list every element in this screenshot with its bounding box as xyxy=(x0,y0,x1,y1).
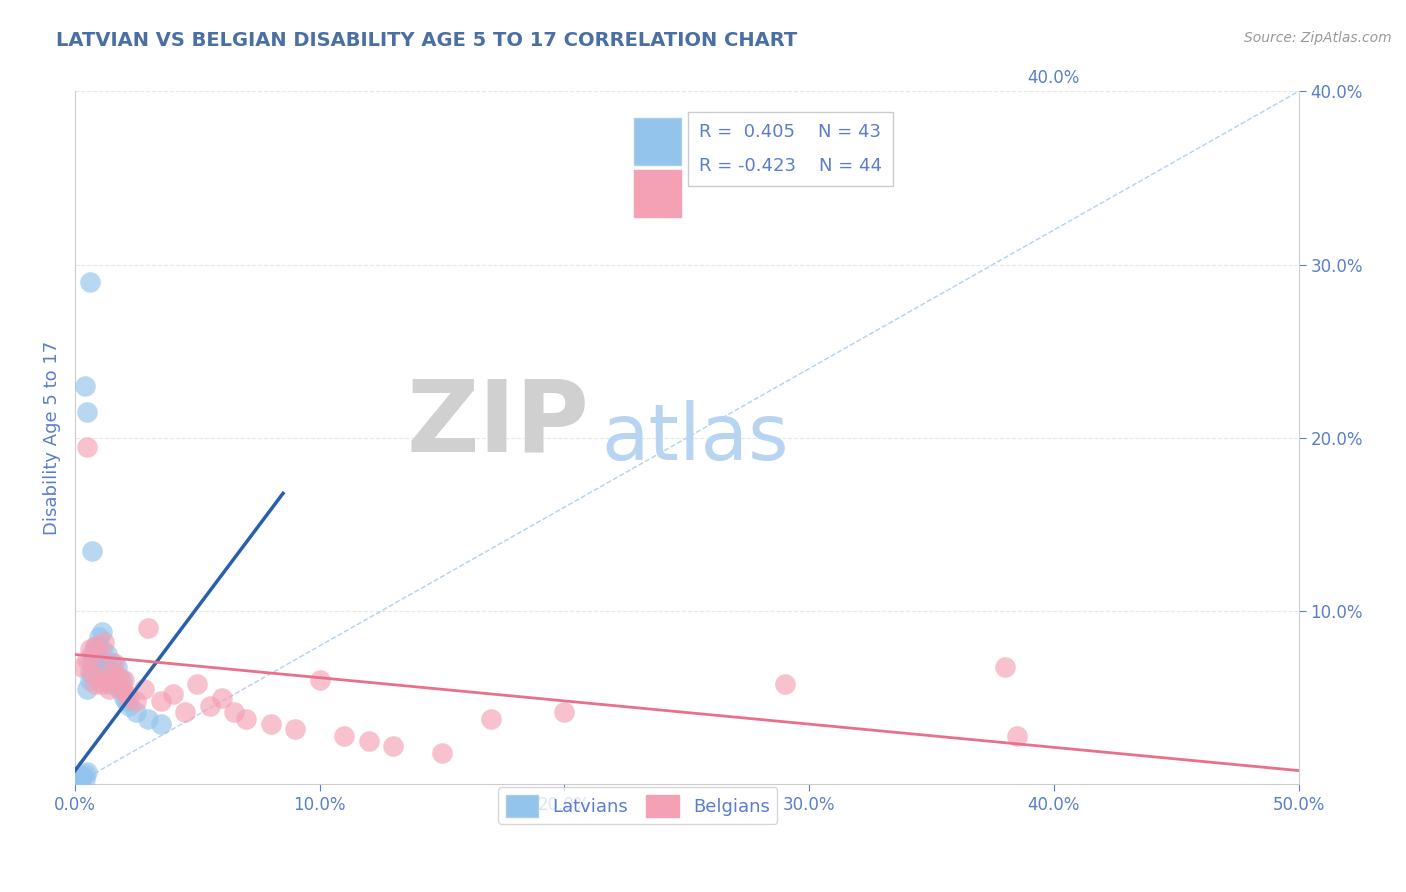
Point xyxy=(105,677,128,691)
Point xyxy=(66,774,89,789)
Point xyxy=(96,673,118,688)
Point xyxy=(118,690,141,705)
Text: R =  0.405    N = 43
R = -0.423    N = 44: R = 0.405 N = 43 R = -0.423 N = 44 xyxy=(699,122,882,176)
Point xyxy=(83,659,105,673)
Point xyxy=(79,665,101,679)
Point xyxy=(284,722,307,736)
Point xyxy=(110,673,132,688)
Point xyxy=(100,656,122,670)
Point xyxy=(96,673,118,688)
Point xyxy=(149,694,172,708)
Point xyxy=(83,677,105,691)
Point xyxy=(125,694,148,708)
Point xyxy=(76,653,98,667)
FancyBboxPatch shape xyxy=(634,118,681,165)
Point xyxy=(138,622,160,636)
Point xyxy=(86,670,108,684)
Point xyxy=(86,653,108,667)
Point xyxy=(66,772,89,787)
Point xyxy=(83,642,105,657)
Point xyxy=(186,677,208,691)
Point xyxy=(149,716,172,731)
Point xyxy=(89,648,111,662)
Text: ZIP: ZIP xyxy=(406,376,589,473)
Point xyxy=(90,677,112,691)
Point xyxy=(98,677,121,691)
Point xyxy=(82,543,104,558)
FancyBboxPatch shape xyxy=(634,169,681,217)
Point xyxy=(112,690,135,705)
Point xyxy=(1005,729,1028,743)
Point xyxy=(553,705,575,719)
Point xyxy=(73,379,96,393)
Point xyxy=(86,639,108,653)
Point xyxy=(125,705,148,719)
Point xyxy=(72,659,94,673)
Point xyxy=(174,705,197,719)
Point xyxy=(83,639,105,653)
Point xyxy=(103,656,125,670)
Point xyxy=(112,673,135,688)
Point xyxy=(308,673,330,688)
Point xyxy=(773,677,796,691)
Point xyxy=(108,682,131,697)
Legend: Latvians, Belgians: Latvians, Belgians xyxy=(498,788,778,824)
Point xyxy=(235,712,257,726)
Text: LATVIAN VS BELGIAN DISABILITY AGE 5 TO 17 CORRELATION CHART: LATVIAN VS BELGIAN DISABILITY AGE 5 TO 1… xyxy=(56,31,797,50)
Point xyxy=(82,656,104,670)
Point xyxy=(76,405,98,419)
Point xyxy=(72,771,94,785)
Point xyxy=(260,716,283,731)
Point xyxy=(100,665,122,679)
Point xyxy=(110,682,132,697)
Point xyxy=(98,682,121,697)
Point xyxy=(357,734,380,748)
Point xyxy=(93,635,115,649)
Point xyxy=(79,642,101,657)
Point xyxy=(89,670,111,684)
Point xyxy=(89,630,111,644)
Point xyxy=(132,682,155,697)
Point xyxy=(72,769,94,783)
Point xyxy=(115,694,138,708)
Point xyxy=(96,648,118,662)
Point xyxy=(138,712,160,726)
Point xyxy=(103,670,125,684)
Point xyxy=(118,699,141,714)
Y-axis label: Disability Age 5 to 17: Disability Age 5 to 17 xyxy=(44,341,60,535)
Point xyxy=(430,746,453,760)
Point xyxy=(333,729,356,743)
Point xyxy=(198,699,221,714)
Point xyxy=(76,682,98,697)
Text: atlas: atlas xyxy=(602,400,789,476)
Point xyxy=(76,440,98,454)
Point xyxy=(73,772,96,787)
Point xyxy=(115,687,138,701)
Point xyxy=(994,659,1017,673)
Point xyxy=(222,705,245,719)
Point xyxy=(479,712,502,726)
Point xyxy=(382,739,405,754)
Point xyxy=(90,642,112,657)
Point xyxy=(76,765,98,780)
Point xyxy=(93,656,115,670)
Point xyxy=(82,665,104,679)
Point xyxy=(79,275,101,289)
Point xyxy=(69,771,91,785)
Point xyxy=(211,690,233,705)
Point xyxy=(93,665,115,679)
Point xyxy=(105,659,128,673)
Point xyxy=(69,775,91,789)
Point xyxy=(79,673,101,688)
Point xyxy=(108,670,131,684)
Point xyxy=(73,767,96,781)
Point xyxy=(90,624,112,639)
Point xyxy=(82,648,104,662)
Point xyxy=(100,665,122,679)
Point xyxy=(162,687,184,701)
Text: Source: ZipAtlas.com: Source: ZipAtlas.com xyxy=(1244,31,1392,45)
